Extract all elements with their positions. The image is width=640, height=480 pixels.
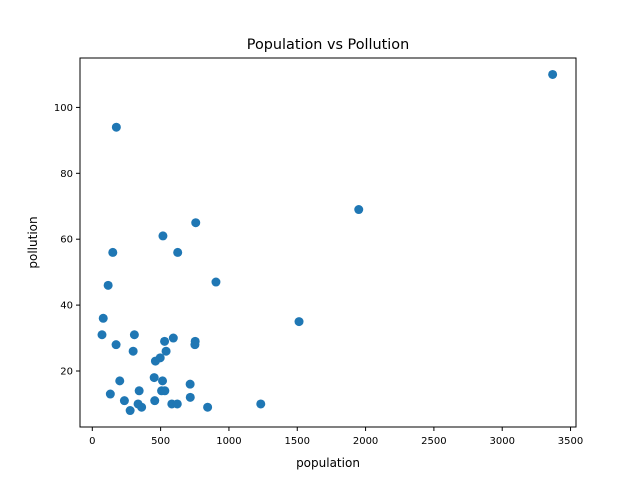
- data-point: [185, 392, 195, 402]
- data-point: [211, 277, 221, 287]
- data-point: [548, 69, 558, 79]
- data-point: [161, 346, 171, 356]
- y-tick-label: 40: [60, 301, 73, 312]
- data-point: [160, 336, 170, 346]
- y-tick-label: 60: [60, 235, 73, 246]
- data-point: [185, 379, 195, 389]
- data-point: [98, 313, 108, 323]
- y-tick-label: 80: [60, 169, 73, 180]
- data-point: [354, 205, 364, 215]
- data-point: [158, 376, 168, 386]
- plot-frame: [79, 57, 577, 428]
- data-point: [108, 247, 118, 257]
- data-point: [149, 373, 159, 383]
- x-tick-label: 3500: [558, 436, 583, 447]
- data-point: [105, 389, 115, 399]
- data-point: [111, 122, 121, 132]
- data-point: [137, 402, 147, 412]
- x-axis-ticks: 0 500 1000 1500 2000 2500 3000 3500: [89, 427, 583, 447]
- x-tick-label: 1500: [285, 436, 310, 447]
- x-tick-label: 3000: [489, 436, 514, 447]
- y-axis-ticks: 20 40 60 80 100: [54, 103, 80, 377]
- data-point: [173, 247, 183, 257]
- data-point: [160, 386, 170, 396]
- data-point: [129, 330, 139, 340]
- data-point: [190, 340, 200, 350]
- data-point: [294, 317, 304, 327]
- data-point: [128, 346, 138, 356]
- data-point: [168, 333, 178, 343]
- data-point: [150, 356, 160, 366]
- data-point: [119, 396, 129, 406]
- data-point: [97, 330, 107, 340]
- y-tick-label: 20: [60, 366, 73, 377]
- data-point: [115, 376, 125, 386]
- x-axis-label: population: [296, 456, 360, 470]
- chart-title: Population vs Pollution: [247, 37, 409, 53]
- x-tick-label: 2500: [421, 436, 446, 447]
- data-point: [191, 218, 201, 228]
- x-tick-label: 0: [89, 436, 95, 447]
- data-point: [256, 399, 266, 409]
- data-points: [97, 69, 558, 416]
- data-point: [172, 399, 182, 409]
- data-point: [111, 340, 121, 350]
- y-tick-label: 100: [54, 103, 73, 114]
- x-tick-label: 1000: [216, 436, 241, 447]
- x-tick-label: 500: [151, 436, 170, 447]
- data-point: [125, 406, 135, 416]
- y-axis-label: pollution: [26, 216, 40, 268]
- data-point: [134, 386, 144, 396]
- data-point: [103, 280, 113, 290]
- x-tick-label: 2000: [353, 436, 378, 447]
- data-point: [158, 231, 168, 241]
- data-point: [150, 396, 160, 406]
- data-point: [203, 402, 213, 412]
